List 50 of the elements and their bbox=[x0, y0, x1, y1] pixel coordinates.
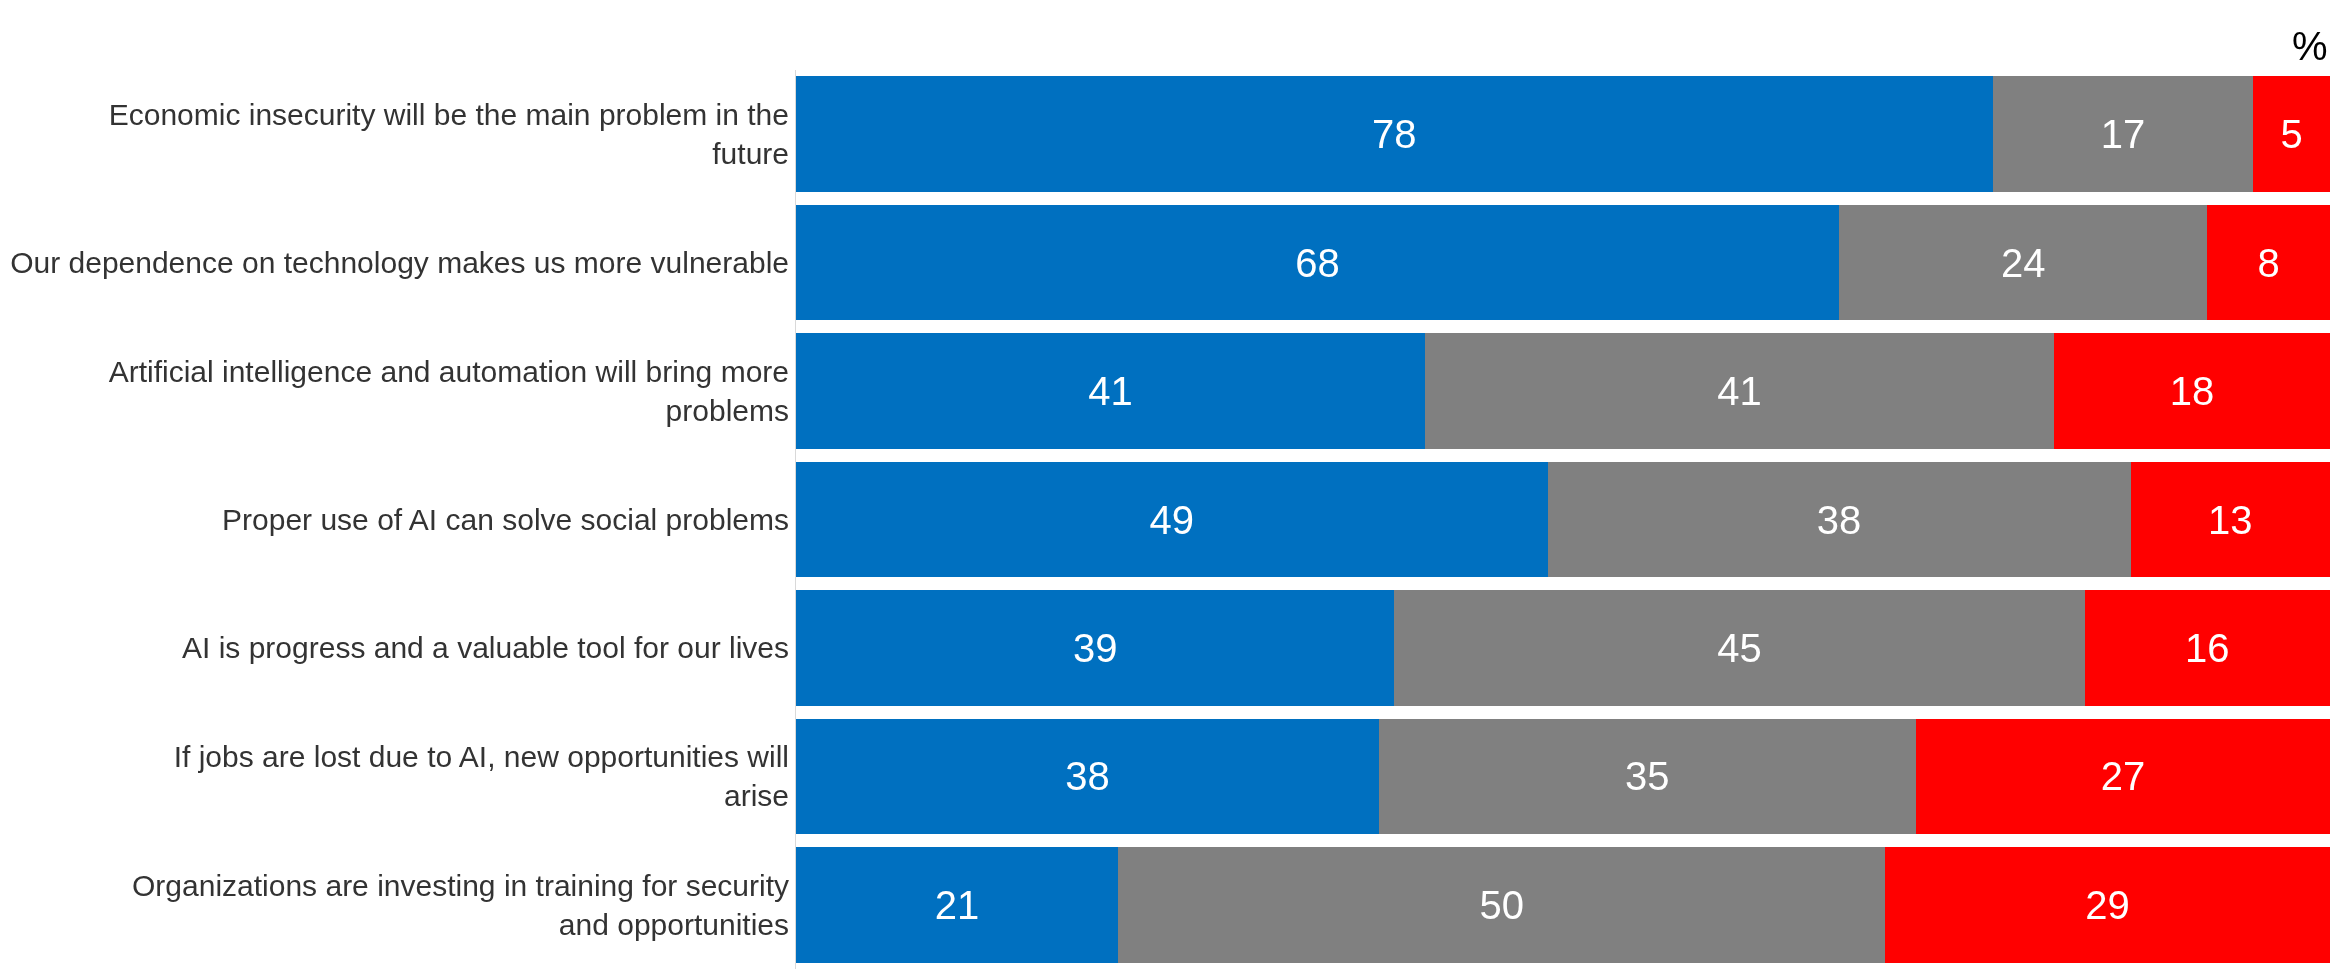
bar bbox=[796, 846, 1119, 963]
data-label: 50 bbox=[1479, 882, 1524, 927]
bar bbox=[796, 333, 1425, 449]
bar bbox=[1885, 846, 2330, 963]
bar bbox=[1394, 590, 2085, 706]
bar bbox=[796, 718, 1379, 835]
data-label: 78 bbox=[1372, 112, 1417, 157]
y-tick-label: Organizations are investing in training for security and opportunities bbox=[132, 868, 789, 941]
bar bbox=[1547, 461, 2131, 578]
data-label: 29 bbox=[2085, 882, 2130, 927]
data-label: 8 bbox=[2257, 240, 2280, 285]
y-tick-label: Proper use of AI can solve social problems bbox=[222, 503, 789, 536]
data-label: 39 bbox=[1072, 625, 1118, 670]
data-label: 41 bbox=[1717, 369, 1762, 414]
bar bbox=[1118, 846, 1886, 963]
data-label: 5 bbox=[2280, 112, 2303, 157]
y-tick-label: Artificial intelligence and automation will bring more problems bbox=[108, 355, 789, 428]
data-label: 45 bbox=[1717, 625, 1762, 670]
bar bbox=[796, 204, 1840, 321]
bar bbox=[1378, 718, 1916, 835]
y-tick-label: If jobs are lost due to AI, new opportunities will arise bbox=[173, 740, 789, 813]
data-label: 49 bbox=[1149, 497, 1195, 542]
bar bbox=[2207, 204, 2330, 321]
y-tick-label: Our dependence on technology makes us more vulnerable bbox=[10, 246, 789, 280]
data-label: 35 bbox=[1625, 754, 1670, 799]
data-label: 27 bbox=[2100, 754, 2146, 799]
bar bbox=[2130, 461, 2330, 578]
bar bbox=[1992, 76, 2254, 193]
data-label: 38 bbox=[1065, 754, 1110, 799]
y-tick-label: AI is progress and a valuable tool for our lives bbox=[182, 631, 789, 665]
bar bbox=[2084, 590, 2330, 706]
data-label: 24 bbox=[2000, 240, 2046, 285]
bar bbox=[1424, 333, 2054, 449]
data-label: 16 bbox=[2185, 625, 2230, 670]
bar bbox=[1839, 204, 2208, 321]
data-label: 41 bbox=[1088, 369, 1133, 414]
data-label: 68 bbox=[1295, 240, 1340, 285]
text: % bbox=[2292, 24, 2328, 68]
data-label: 13 bbox=[2208, 497, 2253, 542]
bar bbox=[796, 461, 1548, 578]
data-label: 17 bbox=[2100, 112, 2146, 157]
bar bbox=[2253, 76, 2330, 193]
data-label: 18 bbox=[2169, 369, 2215, 414]
bar bbox=[796, 590, 1395, 706]
data-label: 38 bbox=[1816, 497, 1862, 542]
bar bbox=[1915, 718, 2330, 835]
bar bbox=[2053, 333, 2330, 449]
bar bbox=[796, 76, 1993, 193]
y-tick-label: Economic insecurity will be the main problem in the future bbox=[108, 98, 789, 171]
data-label: 21 bbox=[934, 882, 980, 927]
